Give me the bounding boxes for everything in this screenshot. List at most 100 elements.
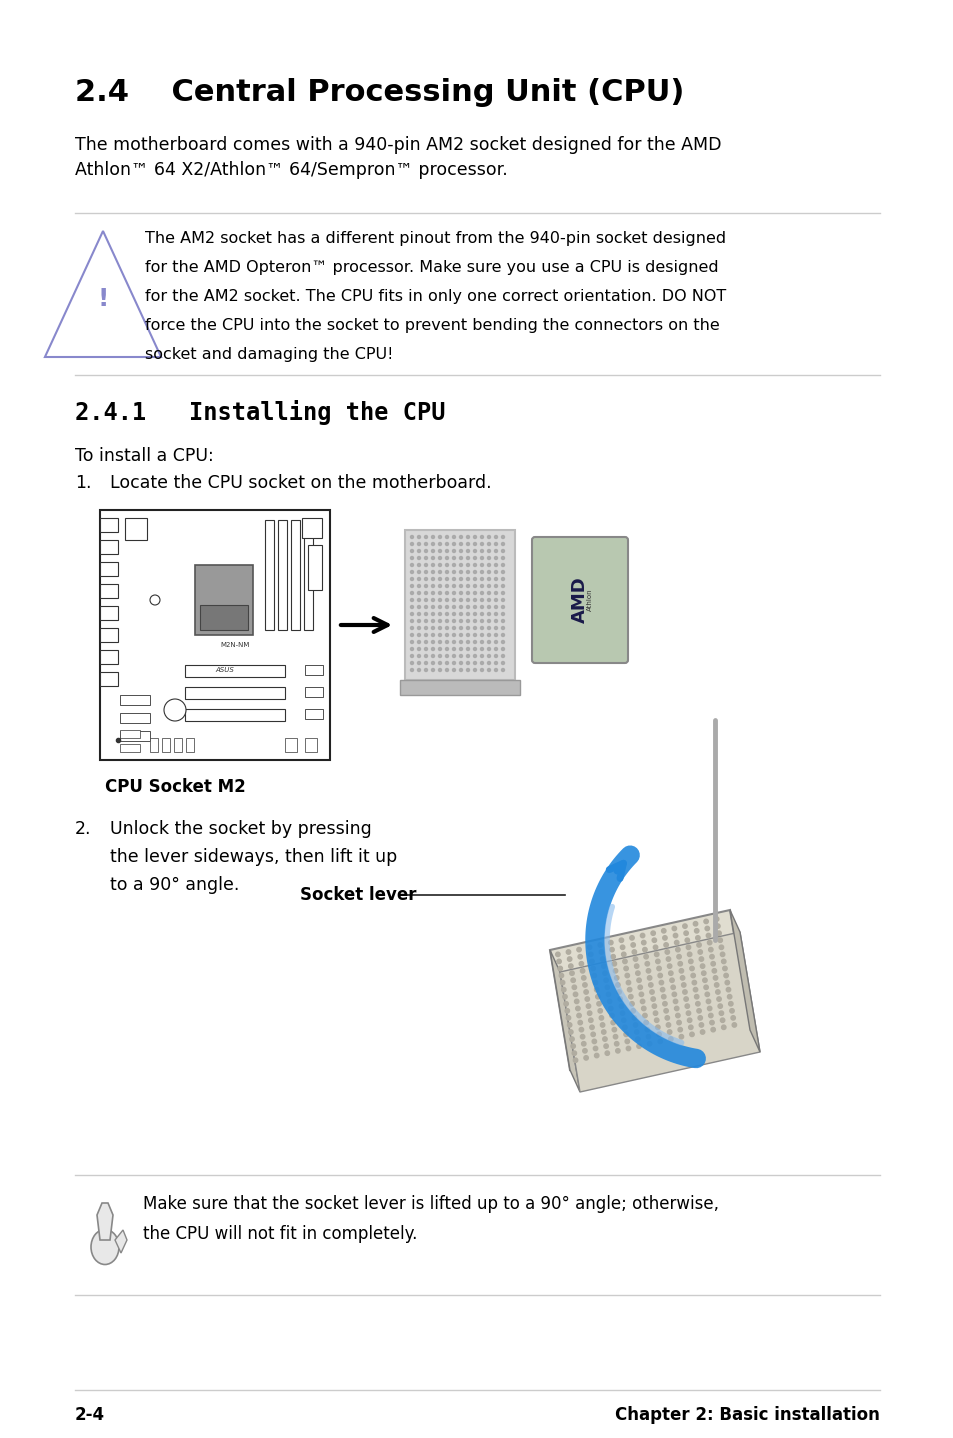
Circle shape	[431, 661, 434, 664]
Circle shape	[431, 557, 434, 559]
Bar	[120, 713, 150, 723]
Circle shape	[594, 988, 598, 992]
Circle shape	[727, 995, 731, 999]
Circle shape	[653, 945, 657, 949]
Circle shape	[466, 634, 469, 637]
Bar	[125, 518, 147, 541]
Bar	[308, 545, 322, 590]
Circle shape	[417, 598, 420, 601]
Circle shape	[424, 542, 427, 545]
Circle shape	[711, 969, 716, 974]
Circle shape	[501, 564, 504, 567]
Circle shape	[725, 988, 730, 992]
Circle shape	[609, 948, 614, 952]
Circle shape	[659, 988, 664, 992]
Circle shape	[501, 584, 504, 588]
Circle shape	[480, 549, 483, 552]
Circle shape	[688, 1025, 692, 1030]
Circle shape	[719, 945, 723, 949]
Circle shape	[417, 584, 420, 588]
Circle shape	[494, 591, 497, 594]
Circle shape	[617, 989, 620, 994]
Circle shape	[654, 952, 659, 956]
Text: the CPU will not fit in completely.: the CPU will not fit in completely.	[143, 1225, 417, 1242]
Circle shape	[578, 1021, 582, 1025]
Circle shape	[652, 938, 656, 942]
Circle shape	[445, 647, 448, 650]
Circle shape	[687, 952, 691, 956]
Circle shape	[678, 1027, 681, 1032]
Circle shape	[417, 535, 420, 538]
Circle shape	[665, 1022, 670, 1027]
Circle shape	[501, 661, 504, 664]
Circle shape	[487, 591, 490, 594]
Circle shape	[679, 969, 683, 974]
Circle shape	[601, 963, 605, 968]
Circle shape	[579, 1034, 584, 1038]
Circle shape	[452, 535, 455, 538]
Circle shape	[445, 605, 448, 608]
Circle shape	[438, 605, 441, 608]
Bar	[120, 695, 150, 705]
Circle shape	[663, 1008, 668, 1012]
Circle shape	[619, 945, 624, 949]
Circle shape	[424, 613, 427, 615]
Circle shape	[466, 557, 469, 559]
Circle shape	[487, 549, 490, 552]
Circle shape	[594, 1053, 598, 1058]
Circle shape	[487, 584, 490, 588]
Circle shape	[610, 955, 615, 959]
Circle shape	[674, 940, 679, 945]
Circle shape	[602, 971, 606, 975]
Circle shape	[610, 1021, 615, 1025]
Circle shape	[452, 542, 455, 545]
Circle shape	[494, 654, 497, 657]
Circle shape	[645, 969, 650, 974]
Circle shape	[501, 535, 504, 538]
Circle shape	[445, 620, 448, 623]
Circle shape	[614, 975, 618, 981]
Circle shape	[494, 557, 497, 559]
Bar	[291, 521, 299, 630]
Circle shape	[604, 985, 609, 989]
Bar	[150, 738, 158, 752]
Circle shape	[459, 557, 462, 559]
Circle shape	[608, 1007, 613, 1011]
Circle shape	[562, 995, 566, 999]
Circle shape	[431, 549, 434, 552]
Circle shape	[480, 557, 483, 559]
Bar	[100, 541, 118, 554]
Circle shape	[598, 1015, 603, 1020]
Circle shape	[445, 557, 448, 559]
Circle shape	[487, 542, 490, 545]
Circle shape	[634, 1030, 639, 1034]
Circle shape	[559, 981, 564, 985]
Circle shape	[699, 956, 703, 961]
Circle shape	[647, 1041, 651, 1045]
FancyBboxPatch shape	[532, 536, 627, 663]
Circle shape	[473, 613, 476, 615]
Circle shape	[648, 982, 653, 986]
Circle shape	[501, 578, 504, 581]
Text: Unlock the socket by pressing: Unlock the socket by pressing	[110, 820, 372, 838]
Circle shape	[494, 564, 497, 567]
Circle shape	[473, 627, 476, 630]
Circle shape	[670, 985, 675, 989]
Circle shape	[716, 930, 720, 935]
Circle shape	[438, 542, 441, 545]
Circle shape	[487, 620, 490, 623]
Circle shape	[459, 634, 462, 637]
Circle shape	[480, 598, 483, 601]
Circle shape	[480, 634, 483, 637]
Circle shape	[417, 613, 420, 615]
Circle shape	[459, 647, 462, 650]
Text: The AM2 socket has a different pinout from the 940-pin socket designed: The AM2 socket has a different pinout fr…	[145, 232, 725, 246]
Text: To install a CPU:: To install a CPU:	[75, 447, 213, 464]
Circle shape	[473, 620, 476, 623]
Circle shape	[494, 605, 497, 608]
Circle shape	[459, 669, 462, 672]
Circle shape	[627, 988, 631, 992]
Circle shape	[676, 955, 680, 959]
Circle shape	[612, 962, 616, 966]
Circle shape	[480, 661, 483, 664]
